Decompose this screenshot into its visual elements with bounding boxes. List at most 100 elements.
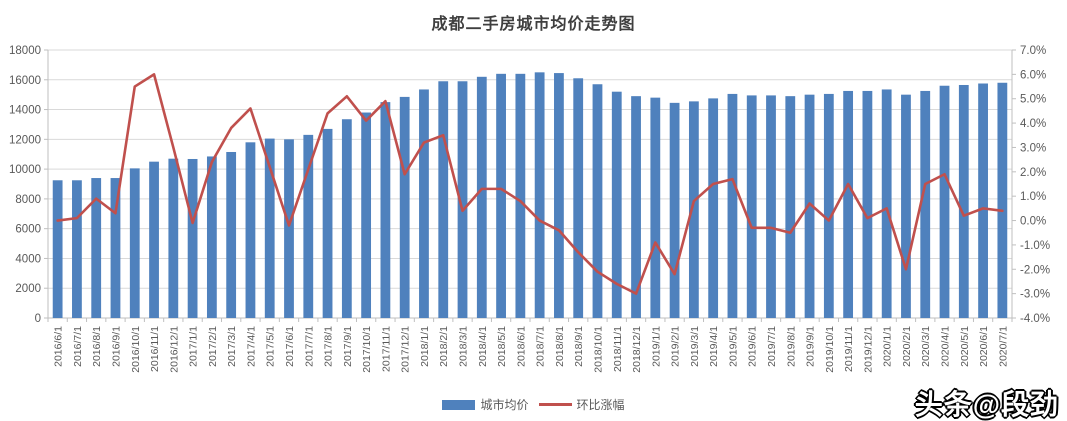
price-bar xyxy=(52,180,63,318)
x-axis-category-label: 2017/7/1 xyxy=(303,326,315,367)
price-bar xyxy=(303,134,314,318)
legend-label-price: 城市均价 xyxy=(480,398,529,412)
x-axis-category-label: 2018/7/1 xyxy=(535,326,547,367)
price-bar xyxy=(997,82,1008,318)
price-bar xyxy=(515,73,526,318)
price-bar xyxy=(785,96,796,319)
price-bar xyxy=(187,158,198,318)
chart-title: 成都二手房城市均价走势图 xyxy=(431,16,636,33)
price-bar xyxy=(264,138,275,318)
x-axis-category-label: 2019/12/1 xyxy=(862,326,874,373)
price-bar xyxy=(322,128,333,318)
x-axis-category-label: 2018/4/1 xyxy=(477,326,489,367)
x-axis-category-label: 2020/1/1 xyxy=(882,326,894,367)
left-axis-tick-label: 12000 xyxy=(9,134,41,146)
price-bar xyxy=(881,89,892,318)
price-bar xyxy=(823,93,834,318)
price-bar xyxy=(708,98,719,318)
x-axis-category-label: 2017/12/1 xyxy=(400,326,412,373)
x-axis-category-label: 2016/9/1 xyxy=(110,326,122,367)
x-axis-category-label: 2020/4/1 xyxy=(940,326,952,367)
price-bar xyxy=(727,93,738,318)
right-axis-tick-label: 2.0% xyxy=(1020,167,1046,179)
price-bar xyxy=(746,95,757,319)
x-axis-category-label: 2019/3/1 xyxy=(689,326,701,367)
x-axis-category-label: 2017/11/1 xyxy=(380,326,392,372)
price-bar xyxy=(245,142,256,318)
left-axis-tick-label: 0 xyxy=(35,313,41,325)
price-bar xyxy=(168,158,179,318)
price-bar xyxy=(457,81,468,319)
x-axis-category-label: 2017/4/1 xyxy=(245,326,257,367)
right-axis-tick-label: 7.0% xyxy=(1020,45,1046,57)
price-bar xyxy=(361,112,372,319)
legend-item-price: 城市均价 xyxy=(442,396,529,413)
x-axis-category-label: 2017/8/1 xyxy=(323,326,335,367)
price-bar xyxy=(399,96,410,319)
right-axis-tick-label: -3.0% xyxy=(1020,289,1050,301)
price-bar xyxy=(766,95,776,319)
x-axis-category-label: 2016/10/1 xyxy=(130,326,142,373)
x-axis-category-label: 2018/5/1 xyxy=(496,326,508,367)
price-bar xyxy=(862,90,873,318)
x-axis-category-label: 2019/11/1 xyxy=(843,326,855,372)
right-axis-tick-label: 4.0% xyxy=(1020,118,1046,130)
x-axis-category-label: 2018/11/1 xyxy=(612,326,624,372)
x-axis-category-label: 2018/8/1 xyxy=(554,326,566,367)
x-axis-category-label: 2020/5/1 xyxy=(959,326,971,367)
x-axis-category-label: 2020/3/1 xyxy=(920,326,932,367)
x-axis-category-label: 2018/12/1 xyxy=(631,326,643,373)
watermark: 头条@段劲 xyxy=(914,389,1059,420)
x-axis-category-label: 2019/10/1 xyxy=(824,326,836,373)
price-bar xyxy=(419,89,429,318)
price-bar xyxy=(920,90,931,318)
x-axis-category-label: 2016/8/1 xyxy=(91,326,103,367)
x-axis-category-label: 2018/1/1 xyxy=(419,326,431,367)
chart-legend: 城市均价 环比涨幅 xyxy=(0,396,1067,413)
price-bar xyxy=(206,156,217,318)
x-axis-category-label: 2019/5/1 xyxy=(727,326,739,367)
bar-swatch-icon xyxy=(442,399,476,410)
price-bar xyxy=(380,102,391,318)
price-bar xyxy=(476,76,487,318)
right-axis-tick-label: -4.0% xyxy=(1020,313,1050,325)
x-axis-category-label: 2017/5/1 xyxy=(265,326,277,367)
left-axis-tick-label: 4000 xyxy=(15,253,41,265)
price-bar xyxy=(611,91,622,318)
line-swatch-icon xyxy=(538,403,572,406)
left-axis-tick-label: 16000 xyxy=(9,75,41,87)
x-axis-category-label: 2019/7/1 xyxy=(766,326,778,367)
price-bar xyxy=(631,96,641,319)
price-bar xyxy=(843,90,854,318)
right-axis-tick-label: 6.0% xyxy=(1020,69,1046,81)
x-axis-category-label: 2018/3/1 xyxy=(458,326,470,367)
x-axis-category-label: 2018/9/1 xyxy=(573,326,585,367)
x-axis-category-label: 2016/6/1 xyxy=(53,326,65,367)
x-axis-category-label: 2020/2/1 xyxy=(901,326,913,367)
legend-item-change: 环比涨幅 xyxy=(538,396,625,413)
left-axis-tick-label: 2000 xyxy=(15,283,41,295)
x-axis-category-label: 2019/4/1 xyxy=(708,326,720,367)
x-axis-category-label: 2019/6/1 xyxy=(747,326,759,367)
right-axis-tick-label: -2.0% xyxy=(1020,264,1050,276)
left-axis-tick-label: 6000 xyxy=(15,224,41,236)
x-axis-category-label: 2019/9/1 xyxy=(805,326,817,367)
price-bar xyxy=(72,180,82,318)
x-axis-category-label: 2020/6/1 xyxy=(978,326,990,367)
x-axis-category-label: 2019/8/1 xyxy=(785,326,797,367)
x-axis-category-label: 2017/6/1 xyxy=(284,326,296,367)
right-axis-tick-label: -1.0% xyxy=(1020,240,1050,252)
x-axis-category-label: 2019/2/1 xyxy=(670,326,682,367)
x-axis-category-label: 2020/7/1 xyxy=(997,326,1009,367)
price-bar xyxy=(496,73,506,318)
x-axis-category-label: 2017/2/1 xyxy=(207,326,219,367)
price-bar xyxy=(91,178,102,318)
price-bar xyxy=(438,81,449,319)
right-axis-tick-label: 3.0% xyxy=(1020,142,1046,154)
left-axis-tick-label: 18000 xyxy=(9,45,41,57)
price-bar xyxy=(341,119,352,318)
price-bar xyxy=(129,168,140,318)
price-bar xyxy=(226,151,237,318)
x-axis-category-label: 2017/10/1 xyxy=(361,326,373,373)
legend-label-change: 环比涨幅 xyxy=(576,398,625,412)
